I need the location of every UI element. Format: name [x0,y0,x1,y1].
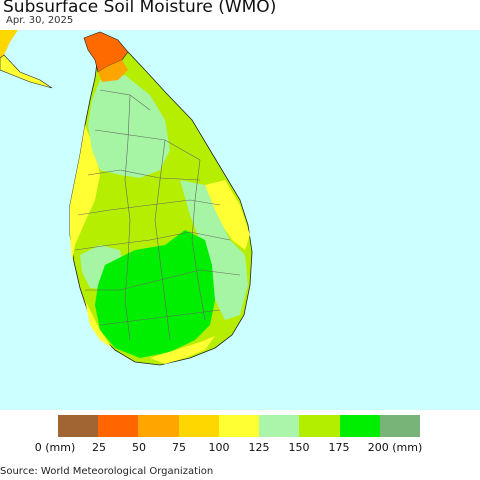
legend-label-6: 150 [288,441,310,454]
legend-swatch-3 [178,415,219,437]
legend-labels: 0 (mm) 25 50 75 100 125 150 175 200 (mm) [0,441,480,455]
legend-swatch-6 [299,415,340,437]
india-coast-b [0,54,53,89]
map-date: Apr. 30, 2025 [6,15,74,26]
legend-swatch-2 [138,415,179,437]
legend-swatch-0 [58,415,99,437]
zone-south-tip [150,336,215,364]
zone-east [180,180,248,320]
legend-swatch-5 [259,415,300,437]
legend-swatch-1 [98,415,139,437]
zone-west-coast [70,125,100,262]
legend-label-4: 100 [208,441,230,454]
legend-label-3: 75 [172,441,186,454]
legend-swatch-7 [339,415,380,437]
legend-label-2: 50 [132,441,146,454]
zone-north-orange [98,60,128,82]
soil-moisture-map [0,30,480,410]
legend-bar [58,415,420,437]
district-boundaries [74,89,241,341]
zone-east-coast [205,180,250,250]
source-credit: Source: World Meteorological Organizatio… [0,466,214,477]
legend-swatch-8 [379,415,420,437]
legend-label-1: 25 [92,441,106,454]
legend-label-0: 0 (mm) [34,441,76,454]
india-coast [0,30,18,58]
map-title: Subsurface Soil Moisture (WMO) [3,0,277,17]
zone-south-wet [95,230,215,358]
legend-label-8: 200 (mm) [367,441,423,454]
zone-southwest-tip [85,300,112,348]
zone-north-central [88,75,170,178]
legend-label-7: 175 [328,441,350,454]
legend-swatch-4 [218,415,260,437]
legend-label-5: 125 [248,441,270,454]
